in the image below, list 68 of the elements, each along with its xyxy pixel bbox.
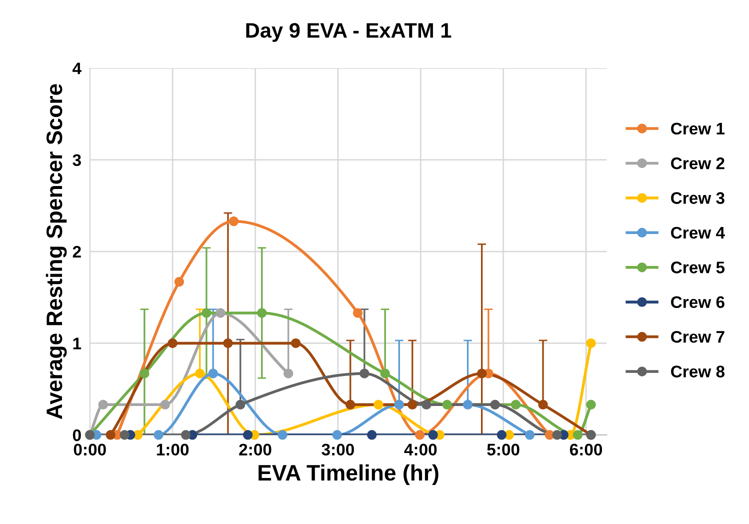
point <box>228 216 239 226</box>
point <box>538 400 548 410</box>
legend-label: Crew 2 <box>671 157 724 170</box>
x-tick-label: 3:00 <box>322 444 354 456</box>
point <box>476 368 487 378</box>
point <box>572 430 583 440</box>
x-tick-label: 2:00 <box>239 444 272 456</box>
legend-label: Crew 5 <box>671 262 725 274</box>
point <box>216 308 226 318</box>
point <box>98 400 108 410</box>
point <box>352 308 363 318</box>
point <box>394 400 404 410</box>
legend-label: Crew 3 <box>671 192 724 204</box>
point <box>345 400 356 410</box>
legend-label: Crew 7 <box>671 330 724 343</box>
point <box>257 308 267 318</box>
point <box>120 430 130 440</box>
point <box>380 368 390 378</box>
point <box>408 400 418 410</box>
point <box>140 368 150 378</box>
point <box>194 368 205 378</box>
point <box>510 400 521 410</box>
legend-label: Crew 8 <box>671 366 725 378</box>
point <box>290 338 301 348</box>
y-axis-title: Average Resting Spencer Score <box>46 84 67 420</box>
x-tick-label: 5:00 <box>487 444 520 456</box>
legend-label: Crew 1 <box>671 122 725 135</box>
point <box>552 430 562 440</box>
point <box>154 430 164 440</box>
point <box>414 430 425 440</box>
point <box>168 338 178 348</box>
y-tick-label: 2 <box>72 246 81 258</box>
point <box>208 368 218 378</box>
point <box>202 308 212 318</box>
point <box>366 430 377 440</box>
chart-title: Day 9 EVA - ExATM 1 <box>246 23 452 42</box>
x-tick-label: 1:00 <box>156 444 189 456</box>
point <box>422 400 432 410</box>
y-tick-label: 1 <box>73 338 82 350</box>
point <box>106 430 116 440</box>
point <box>174 276 184 287</box>
point <box>428 430 438 440</box>
point <box>442 400 452 410</box>
point <box>236 400 246 410</box>
y-tick-label: 0 <box>72 429 81 442</box>
point <box>374 400 384 410</box>
point <box>490 400 500 410</box>
point <box>586 338 596 348</box>
x-tick-label: 0:00 <box>74 444 106 456</box>
x-axis-title: EVA Timeline (hr) <box>258 464 438 486</box>
legend-label: Crew 4 <box>671 226 725 239</box>
x-tick-label: 4:00 <box>404 444 437 456</box>
point <box>586 400 596 410</box>
point <box>278 430 288 440</box>
point <box>360 368 370 378</box>
legend-label: Crew 6 <box>671 296 724 308</box>
point <box>242 430 253 440</box>
point <box>462 400 473 410</box>
point <box>283 368 294 378</box>
x-tick-label: 6:00 <box>570 444 602 456</box>
y-tick-label: 4 <box>72 62 82 74</box>
point <box>496 430 507 440</box>
point <box>524 430 535 440</box>
y-tick-label: 3 <box>72 154 81 166</box>
point <box>180 430 191 440</box>
point <box>223 338 233 348</box>
point <box>160 400 170 410</box>
point <box>332 430 342 440</box>
